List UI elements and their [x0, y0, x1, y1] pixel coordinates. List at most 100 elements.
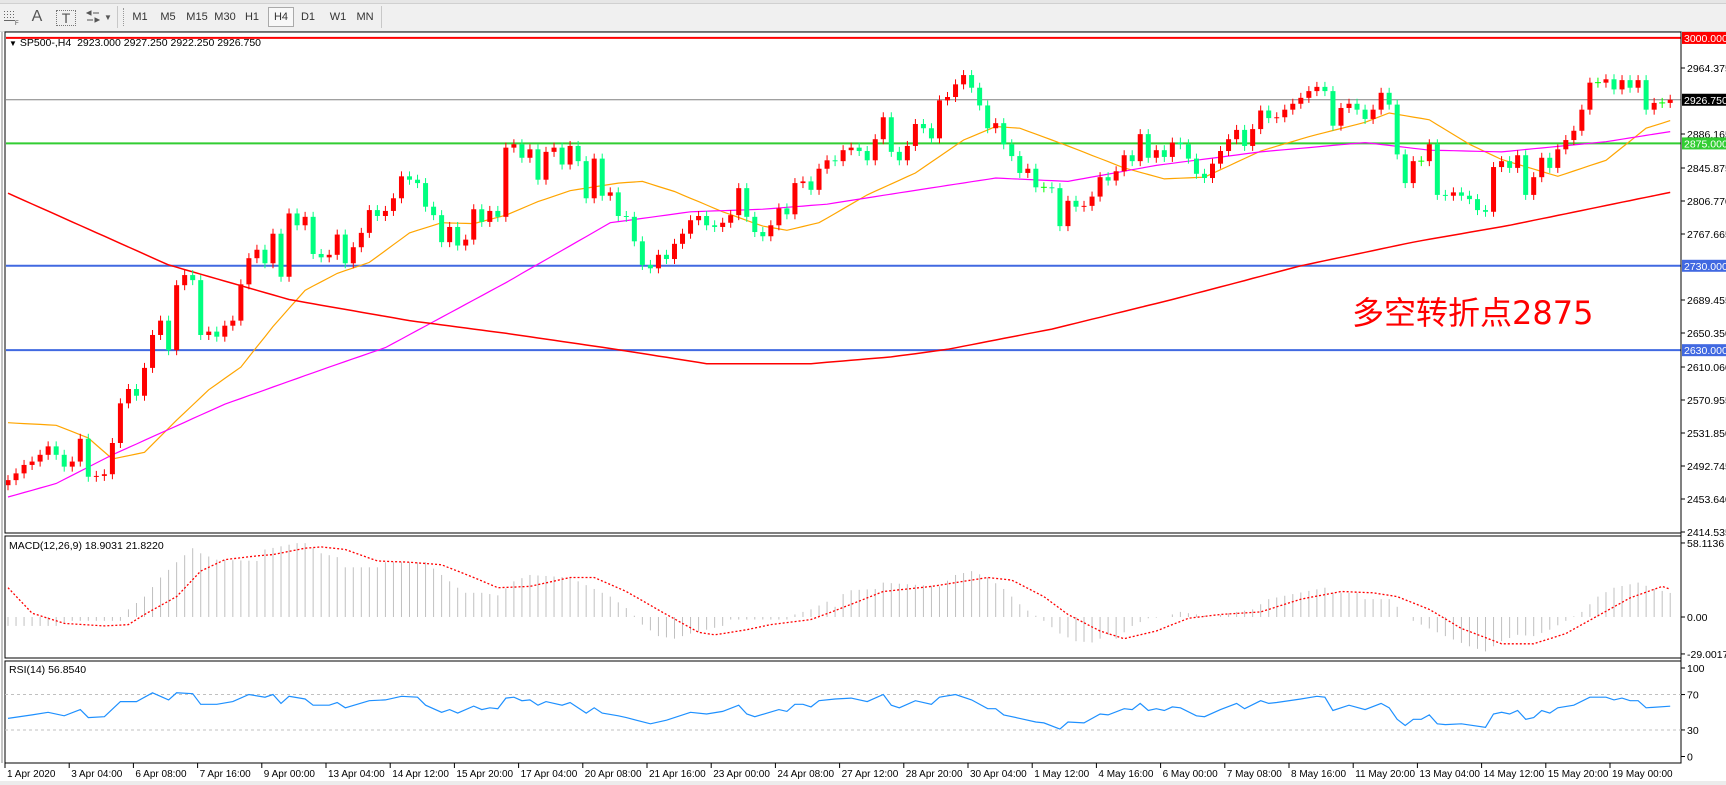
candle-body	[1587, 82, 1593, 110]
time-tick-label: 7 May 08:00	[1227, 769, 1282, 780]
candle-body	[1049, 187, 1055, 189]
candle	[125, 383, 131, 409]
time-tick-label: 1 Apr 2020	[7, 769, 56, 780]
candle	[390, 193, 396, 216]
candle-body	[816, 168, 822, 190]
candle	[1362, 104, 1368, 124]
timeframe-m1-button[interactable]: M1	[132, 11, 148, 23]
timeframe-mn-button[interactable]: MN	[356, 11, 374, 23]
text-label-icon[interactable]: T	[56, 10, 76, 26]
time-tick-label: 23 Apr 00:00	[713, 769, 770, 780]
candle	[848, 142, 854, 156]
candle-body	[1434, 144, 1440, 195]
candle-body	[945, 97, 951, 101]
candle-body	[680, 233, 686, 244]
time-tick-label: 14 Apr 12:00	[392, 769, 449, 780]
candle-body	[712, 225, 718, 227]
collapse-marker-icon[interactable]: ▼	[9, 39, 17, 48]
candle	[1282, 104, 1288, 123]
timeframe-m15-button[interactable]: M15	[186, 11, 208, 23]
dropdown-arrow-icon[interactable]: ▼	[104, 12, 112, 22]
candle	[1250, 124, 1256, 151]
timeframe-h4-button[interactable]: H4	[268, 7, 294, 27]
timeframe-h1-button[interactable]: H1	[244, 11, 260, 23]
candle-body	[1097, 177, 1103, 197]
candle-body	[350, 247, 356, 264]
window-bottom-strip	[0, 781, 1726, 785]
candle-body	[920, 124, 926, 129]
period-separators-icon[interactable]: F	[2, 8, 20, 26]
candle-body	[206, 331, 212, 335]
price-tick-label: 2767.665	[1687, 229, 1726, 241]
time-tick-label: 17 Apr 04:00	[521, 769, 578, 780]
time-tick-label: 8 May 16:00	[1291, 769, 1346, 780]
text-icon[interactable]: A	[31, 8, 43, 25]
candle-body	[744, 188, 750, 217]
moving-average-line	[7, 131, 1671, 498]
candle	[182, 270, 188, 291]
candle-body	[407, 176, 412, 180]
candle	[1579, 104, 1585, 136]
candle	[736, 183, 742, 221]
candle	[318, 248, 324, 263]
candle	[407, 171, 412, 185]
arrows-icon[interactable]	[84, 8, 102, 26]
candle	[728, 210, 734, 228]
time-tick-label: 13 May 04:00	[1419, 769, 1480, 780]
candle	[599, 153, 605, 201]
candle	[1306, 86, 1312, 103]
macd-plot	[7, 543, 1671, 652]
candle	[6, 475, 11, 491]
candle	[1515, 150, 1521, 173]
candle-body	[310, 216, 316, 254]
timeframe-d1-button[interactable]: D1	[300, 11, 316, 23]
candle	[977, 82, 983, 111]
candle-body	[246, 258, 252, 285]
turning-point-annotation[interactable]: 多空转折点2875	[1352, 294, 1594, 332]
candle-body	[479, 209, 485, 222]
candle-body	[591, 158, 597, 199]
candle-body	[551, 147, 557, 152]
candle-body	[543, 151, 549, 180]
candle	[1185, 139, 1191, 164]
price-line-label: 3000.000	[1684, 33, 1726, 45]
candle	[61, 449, 67, 472]
candle-body	[230, 320, 236, 326]
candle	[1330, 86, 1336, 131]
candle-body	[1306, 91, 1312, 98]
candle	[190, 270, 196, 286]
candle-body	[1065, 200, 1071, 227]
candle	[423, 178, 429, 212]
candle-body	[1474, 199, 1480, 211]
candle	[936, 95, 942, 144]
candle-body	[1009, 144, 1015, 157]
time-tick-label: 27 Apr 12:00	[842, 769, 899, 780]
candle	[527, 144, 533, 163]
candle-body	[583, 161, 589, 199]
time-tick-label: 13 Apr 04:00	[328, 769, 385, 780]
candle	[101, 469, 107, 481]
candle-body	[1563, 140, 1569, 150]
candle-body	[342, 234, 348, 264]
candle-body	[1515, 155, 1521, 168]
timeframe-w1-button[interactable]: W1	[329, 11, 347, 23]
candle	[142, 362, 148, 401]
toolbar-grip[interactable]	[123, 8, 127, 26]
candle-body	[270, 233, 276, 264]
candle-body	[390, 198, 396, 211]
candle	[744, 183, 750, 222]
candle	[270, 228, 276, 269]
candle	[150, 329, 156, 373]
candle-body	[720, 222, 726, 227]
candle-body	[133, 388, 139, 396]
candle	[1121, 150, 1127, 177]
timeframe-m30-button[interactable]: M30	[214, 11, 236, 23]
candle-body	[439, 215, 445, 243]
timeframe-m5-button[interactable]: M5	[160, 11, 176, 23]
candle-body	[1089, 196, 1095, 206]
candle	[1009, 139, 1015, 162]
candle	[1145, 129, 1151, 163]
candle-body	[1466, 195, 1472, 200]
candle	[1201, 168, 1207, 184]
